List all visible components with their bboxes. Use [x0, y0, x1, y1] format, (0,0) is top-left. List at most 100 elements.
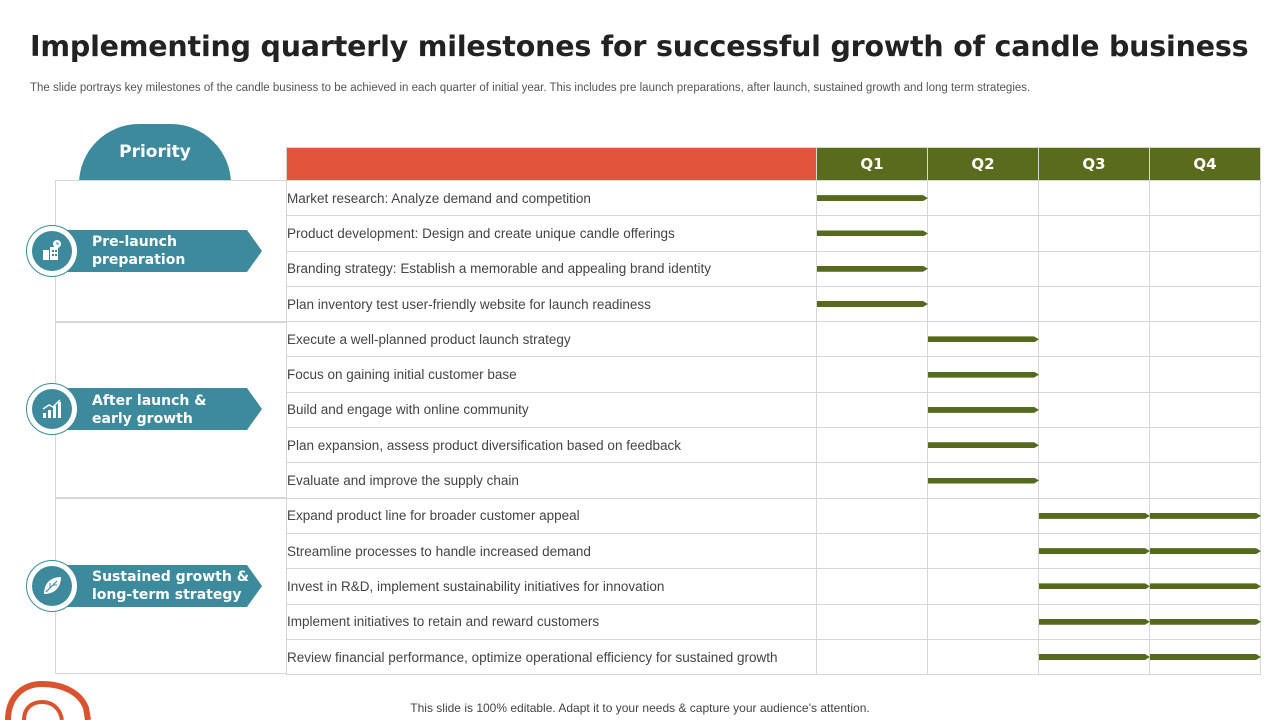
quarter-cell-q2: [927, 427, 1039, 464]
group-badge: [26, 383, 78, 435]
timeline-bar: [928, 372, 1039, 378]
table-header-row: Q1 Q2 Q3 Q4: [286, 147, 1261, 181]
timeline-bar: [1150, 654, 1261, 660]
timeline-bar: [1039, 513, 1150, 519]
quarter-cell-q1: [816, 321, 928, 358]
task-text: Plan inventory test user-friendly websit…: [286, 285, 817, 323]
quarter-cell-q4: [1149, 215, 1261, 252]
timeline-bar: [817, 230, 928, 236]
timeline-bar: [1150, 583, 1261, 589]
task-text: Invest in R&D, implement sustainability …: [286, 568, 817, 605]
task-text: Market research: Analyze demand and comp…: [286, 179, 817, 217]
timeline-bar: [928, 407, 1039, 413]
quarter-cell-q1: [816, 427, 928, 464]
task-text: Plan expansion, assess product diversifi…: [286, 427, 817, 464]
timeline-bar: [928, 336, 1039, 342]
timeline-bar: [1039, 654, 1150, 660]
quarter-cell-q1: [816, 497, 928, 534]
timeline-bar: [817, 266, 928, 272]
timeline-bar: [928, 442, 1039, 448]
group-label-sustained-growth: Sustained growth & long-term strategy: [92, 569, 249, 603]
building-clock-icon: [43, 240, 61, 260]
quarter-cell-q1: [816, 285, 928, 323]
quarter-cell-q2: [927, 603, 1039, 640]
quarter-cell-q3: [1038, 568, 1150, 605]
quarter-cell-q2: [927, 321, 1039, 358]
quarter-header-q3: Q3: [1038, 147, 1150, 181]
table-row: Streamline processes to handle increased…: [286, 532, 1261, 570]
quarter-cell-q3: [1038, 532, 1150, 570]
timeline-bar: [1150, 619, 1261, 625]
quarter-cell-q4: [1149, 179, 1261, 217]
quarter-cell-q1: [816, 215, 928, 252]
table-row: Expand product line for broader customer…: [286, 497, 1261, 534]
quarter-cell-q1: [816, 568, 928, 605]
task-text: Branding strategy: Establish a memorable…: [286, 250, 817, 287]
timeline-bar: [1039, 548, 1150, 554]
quarter-cell-q3: [1038, 497, 1150, 534]
timeline-bar: [928, 478, 1039, 484]
table-row: Evaluate and improve the supply chain: [286, 462, 1261, 499]
table-row: Plan expansion, assess product diversifi…: [286, 427, 1261, 464]
task-text: Streamline processes to handle increased…: [286, 532, 817, 570]
quarter-cell-q2: [927, 568, 1039, 605]
quarter-header-q4: Q4: [1149, 147, 1261, 181]
quarter-cell-q4: [1149, 603, 1261, 640]
quarter-cell-q3: [1038, 638, 1150, 676]
quarter-cell-q2: [927, 497, 1039, 534]
table-row: Execute a well-planned product launch st…: [286, 321, 1261, 358]
table-row: Market research: Analyze demand and comp…: [286, 179, 1261, 217]
quarter-cell-q3: [1038, 179, 1150, 217]
task-column-header: [286, 147, 817, 181]
table-row: Review financial performance, optimize o…: [286, 638, 1261, 676]
task-text: Focus on gaining initial customer base: [286, 356, 817, 393]
quarter-cell-q3: [1038, 215, 1150, 252]
milestone-table: Q1 Q2 Q3 Q4 Market research: Analyze dem…: [286, 147, 1261, 676]
task-text: Execute a well-planned product launch st…: [286, 321, 817, 358]
quarter-cell-q2: [927, 532, 1039, 570]
group-badge: [26, 560, 78, 612]
quarter-cell-q2: [927, 285, 1039, 323]
quarter-cell-q4: [1149, 356, 1261, 393]
quarter-cell-q3: [1038, 321, 1150, 358]
table-row: Branding strategy: Establish a memorable…: [286, 250, 1261, 287]
quarter-cell-q1: [816, 179, 928, 217]
quarter-cell-q4: [1149, 638, 1261, 676]
group-label-pre-launch: Pre-launch preparation: [92, 234, 186, 268]
quarter-cell-q2: [927, 215, 1039, 252]
task-list: Market research: Analyze demand and comp…: [286, 179, 1261, 676]
group-label-after-launch: After launch & early growth: [92, 393, 207, 427]
decorative-corner-swirl: [5, 680, 91, 720]
quarter-cell-q4: [1149, 568, 1261, 605]
quarter-cell-q1: [816, 603, 928, 640]
quarter-cell-q1: [816, 462, 928, 499]
table-row: Implement initiatives to retain and rewa…: [286, 603, 1261, 640]
leaf-icon: [44, 577, 61, 594]
quarter-cell-q2: [927, 462, 1039, 499]
quarter-cell-q2: [927, 179, 1039, 217]
group-label-arrow: [52, 230, 262, 272]
slide-subtitle: The slide portrays key milestones of the…: [30, 82, 1031, 94]
quarter-cell-q3: [1038, 427, 1150, 464]
task-text: Evaluate and improve the supply chain: [286, 462, 817, 499]
quarter-cell-q3: [1038, 285, 1150, 323]
quarter-cell-q4: [1149, 285, 1261, 323]
quarter-cell-q4: [1149, 462, 1261, 499]
quarter-cell-q2: [927, 356, 1039, 393]
group-label-arrow: [52, 565, 262, 607]
table-row: Plan inventory test user-friendly websit…: [286, 285, 1261, 323]
table-row: Product development: Design and create u…: [286, 215, 1261, 252]
timeline-bar: [1150, 548, 1261, 554]
quarter-cell-q4: [1149, 427, 1261, 464]
quarter-cell-q4: [1149, 532, 1261, 570]
quarter-cell-q1: [816, 356, 928, 393]
quarter-cell-q4: [1149, 250, 1261, 287]
slide-title: Implementing quarterly milestones for su…: [30, 30, 1249, 63]
task-text: Implement initiatives to retain and rewa…: [286, 603, 817, 640]
quarter-header-q2: Q2: [927, 147, 1039, 181]
quarter-cell-q2: [927, 250, 1039, 287]
quarter-cell-q2: [927, 391, 1039, 429]
table-row: Invest in R&D, implement sustainability …: [286, 568, 1261, 605]
table-row: Build and engage with online community: [286, 391, 1261, 429]
timeline-bar: [1150, 513, 1261, 519]
